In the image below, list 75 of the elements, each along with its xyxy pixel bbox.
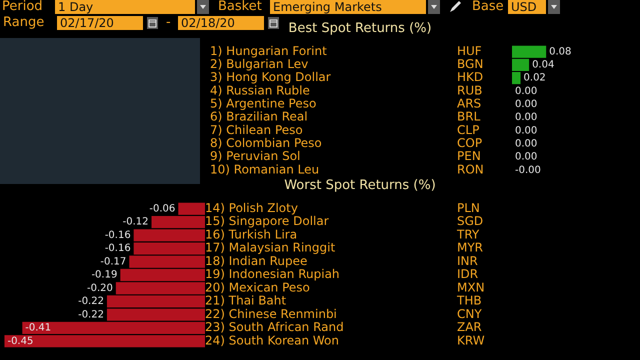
data-label: -0.16 xyxy=(104,230,131,241)
y-tick-label: 10) Romanian Leu xyxy=(210,162,320,176)
y-tick-label: 18) Indian Rupee xyxy=(205,254,308,268)
data-label: 0.00 xyxy=(515,125,538,136)
text: Worst Spot Returns (%) xyxy=(283,178,437,193)
text: HUF xyxy=(457,44,482,58)
data-label: -0.16 xyxy=(104,243,131,254)
data-label: -0.19 xyxy=(91,270,118,281)
data-label: 0.00 xyxy=(515,138,538,150)
data-label: 0.04 xyxy=(532,60,554,71)
text: ARS xyxy=(457,96,482,111)
data-label: 0.00 xyxy=(515,99,538,110)
text: MXN xyxy=(457,280,485,294)
input-field: 02/18/20 xyxy=(178,16,264,30)
input-field: USD xyxy=(508,0,546,14)
text: CNY xyxy=(457,306,482,321)
text: IDR xyxy=(457,267,478,282)
input-field: 02/17/20 xyxy=(57,16,143,30)
y-tick-label: 7) Chilean Peso xyxy=(210,122,303,137)
data-label: 0.08 xyxy=(549,46,572,58)
text: Basket xyxy=(218,0,262,14)
text: PEN xyxy=(457,149,481,164)
y-tick-label: 1) Hungarian Forint xyxy=(210,44,328,58)
data-label: -0.20 xyxy=(86,282,113,294)
y-tick-label: 19) Indonesian Rupiah xyxy=(205,267,340,282)
data-label: -0.41 xyxy=(25,322,52,334)
text: Period xyxy=(2,0,43,14)
text: Best Spot Returns (%) xyxy=(288,21,432,36)
y-tick-label: 2) Bulgarian Lev xyxy=(210,57,308,72)
y-tick-label: 22) Chinese Renminbi xyxy=(205,306,337,321)
text: THB xyxy=(456,294,482,308)
data-label: -0.22 xyxy=(78,296,104,308)
y-tick-label: 8) Colombian Peso xyxy=(210,136,322,150)
data-label: 0.00 xyxy=(515,112,538,124)
text: ZAR xyxy=(457,320,482,334)
text: RUB xyxy=(457,83,482,98)
y-tick-label: 3) Hong Kong Dollar xyxy=(210,70,331,84)
y-tick-label: 16) Turkish Lira xyxy=(205,227,298,242)
data-label: 0.00 xyxy=(515,86,538,97)
text: BGN xyxy=(457,57,484,72)
y-tick-label: 4) Russian Ruble xyxy=(210,83,310,98)
text: SGD xyxy=(457,214,484,228)
y-tick-label: 20) Mexican Peso xyxy=(205,280,310,294)
input-field: Emerging Markets xyxy=(270,0,426,14)
data-label: -0.22 xyxy=(78,309,104,320)
text: KRW xyxy=(457,333,485,348)
data-label: -0.06 xyxy=(149,203,176,214)
data-label: -0.12 xyxy=(122,216,149,228)
data-label: -0.00 xyxy=(515,164,541,176)
data-label: -0.17 xyxy=(100,256,126,268)
data-label: 0.02 xyxy=(524,72,546,84)
data-label: -0.45 xyxy=(7,336,34,347)
text: RON xyxy=(457,162,484,176)
y-tick-label: 23) South African Rand xyxy=(205,320,344,334)
y-tick-label: 14) Polish Zloty xyxy=(205,200,298,215)
y-tick-label: 24) South Korean Won xyxy=(205,333,340,348)
text: Range xyxy=(3,15,44,30)
y-tick-label: 15) Singapore Dollar xyxy=(205,214,329,228)
text: Base xyxy=(472,0,504,14)
text: - xyxy=(166,15,171,30)
text: BRL xyxy=(457,110,481,124)
y-tick-label: 21) Thai Baht xyxy=(205,294,286,308)
text: INR xyxy=(457,254,478,268)
y-tick-label: 6) Brazilian Real xyxy=(210,110,308,124)
text: MYR xyxy=(457,240,484,255)
text: HKD xyxy=(457,70,484,84)
y-tick-label: 9) Peruvian Sol xyxy=(210,149,300,164)
text: COP xyxy=(457,136,482,150)
input-field: 1 Day xyxy=(55,0,195,14)
text: PLN xyxy=(457,200,480,215)
y-tick-label: 5) Argentine Peso xyxy=(210,96,316,111)
text: CLP xyxy=(457,122,480,137)
data-label: 0.00 xyxy=(515,152,538,163)
text: TRY xyxy=(456,227,480,242)
y-tick-label: 17) Malaysian Ringgit xyxy=(205,240,336,255)
